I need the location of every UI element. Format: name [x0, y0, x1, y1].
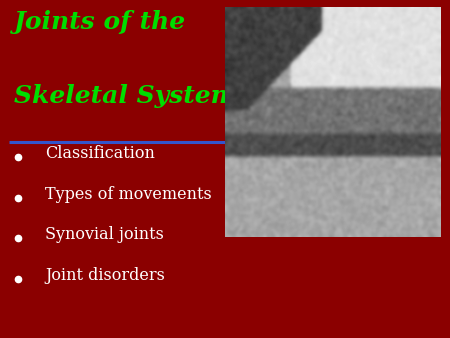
- Text: Skeletal System: Skeletal System: [14, 84, 237, 108]
- Text: Synovial joints: Synovial joints: [45, 226, 164, 243]
- Text: Types of movements: Types of movements: [45, 186, 212, 203]
- Text: Joint disorders: Joint disorders: [45, 267, 165, 284]
- Text: Classification: Classification: [45, 145, 155, 162]
- Text: Joints of the: Joints of the: [14, 10, 185, 34]
